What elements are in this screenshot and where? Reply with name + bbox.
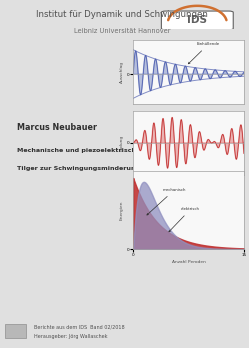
X-axis label: Anzahl Peroden: Anzahl Peroden: [172, 260, 206, 264]
Text: mechanisch: mechanisch: [147, 188, 186, 215]
FancyBboxPatch shape: [161, 11, 233, 30]
Text: Herausgeber: Jörg Wallaschek: Herausgeber: Jörg Wallaschek: [34, 334, 107, 339]
Y-axis label: Ausschlag: Ausschlag: [120, 61, 124, 83]
Text: Einhüllende: Einhüllende: [188, 42, 220, 64]
Text: Mechanische und piezoelektrische: Mechanische und piezoelektrische: [17, 148, 141, 153]
Text: Marcus Neubauer: Marcus Neubauer: [17, 123, 97, 132]
Y-axis label: Ladung: Ladung: [120, 135, 124, 151]
Text: elektrisch: elektrisch: [169, 207, 200, 232]
Bar: [5, 324, 26, 338]
Text: Berichte aus dem IDS  Band 02/2018: Berichte aus dem IDS Band 02/2018: [34, 324, 124, 329]
Y-axis label: Energien: Energien: [120, 200, 124, 220]
Text: Institut für Dynamik und Schwingungen: Institut für Dynamik und Schwingungen: [36, 10, 208, 19]
Text: IDS: IDS: [187, 15, 207, 25]
Text: Leibniz Universität Hannover: Leibniz Universität Hannover: [74, 28, 170, 34]
Text: Tilger zur Schwingungsminderung: Tilger zur Schwingungsminderung: [17, 166, 140, 172]
